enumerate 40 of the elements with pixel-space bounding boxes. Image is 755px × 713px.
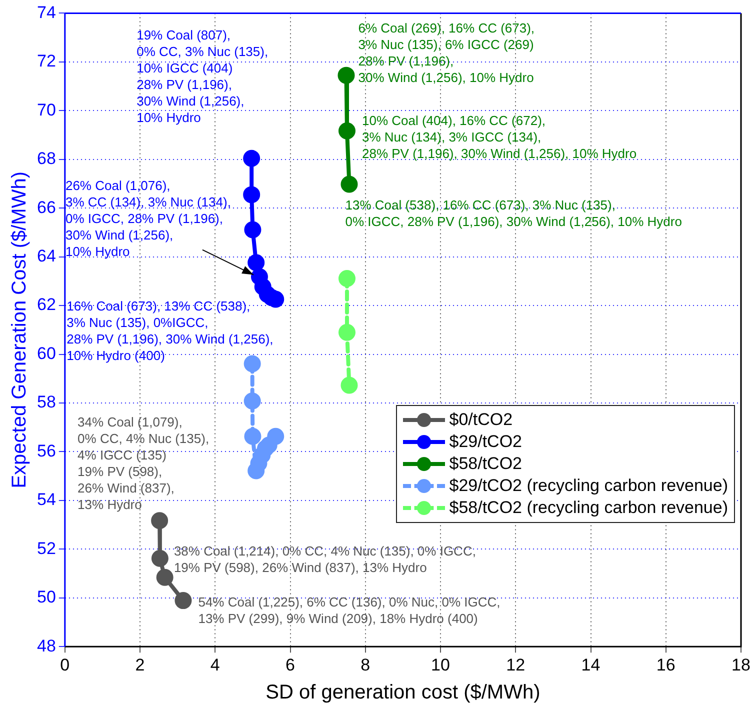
x-tick-label: 8 xyxy=(360,655,370,674)
x-axis-title: SD of generation cost ($/MWh) xyxy=(266,682,540,704)
x-tick-label: 4 xyxy=(210,655,220,674)
annotation: 54% Coal (1,225), 6% CC (136), 0% Nuc, 0% IGCC, 13% PV (299), 9% Wind (209), 18% Hydro (400) xyxy=(198,594,500,626)
y-tick-label: 68 xyxy=(36,149,56,168)
annotation: 38% Coal (1,214), 0% CC, 4% Nuc (135), 0% IGCC, 19% PV (598), 26% Wind (837), 13% Hydro xyxy=(174,543,476,575)
y-tick-label: 72 xyxy=(36,52,56,71)
y-tick-label: 56 xyxy=(36,441,56,460)
y-tick-label: 60 xyxy=(36,344,56,363)
y-tick-label: 48 xyxy=(36,636,56,656)
annotation: 19% Coal (807), 0% CC, 3% Nuc (135), 10% IGCC (404) 28% PV (1,196), 30% Wind (1,256), 10% Hydro xyxy=(136,27,268,125)
x-tick-label: 10 xyxy=(431,655,450,674)
x-tick-label: 2 xyxy=(135,655,145,674)
x-tick-label: 18 xyxy=(732,655,750,674)
y-tick-label: 50 xyxy=(36,588,56,607)
legend-label: $0/tCO2 xyxy=(449,410,513,430)
y-tick-label: 64 xyxy=(36,246,56,266)
legend-label: $29/tCO2 (recycling carbon revenue) xyxy=(449,476,728,496)
legend-label: $58/tCO2 (recycling carbon revenue) xyxy=(449,498,728,518)
legend-label: $58/tCO2 xyxy=(449,454,522,474)
annotation: 16% Coal (673), 13% CC (538), 3% Nuc (135), 0%IGCC, 28% PV (1,196), 30% Wind (1,256), 10% Hydro (400) xyxy=(66,298,274,363)
y-tick-label: 52 xyxy=(36,538,56,558)
y-tick-label: 58 xyxy=(36,392,56,412)
annotation: 34% Coal (1,079), 0% CC, 4% Nuc (135), 4% IGCC (135) 19% PV (598), 26% Wind (837), 13% Hydro xyxy=(78,414,210,512)
x-tick-label: 14 xyxy=(581,655,600,674)
y-tick-label: 62 xyxy=(36,295,56,314)
x-tick-label: 0 xyxy=(60,655,70,674)
legend-label: $29/tCO2 xyxy=(449,432,522,452)
annotation: 26% Coal (1,076), 3% CC (134), 3% Nuc (134), 0% IGCC, 28% PV (1,196), 30% Wind (1,256), 10% Hydro xyxy=(65,178,231,259)
y-tick-label: 70 xyxy=(36,100,56,120)
y-tick-label: 74 xyxy=(36,2,56,22)
annotation: 13% Coal (538), 16% CC (673), 3% Nuc (135), 0% IGCC, 28% PV (1,196), 30% Wind (1,256), 10% Hydro xyxy=(345,197,682,229)
annotation: 10% Coal (404), 16% CC (672), 3% Nuc (134), 3% IGCC (134), 28% PV (1,196), 30% Wind (1,256), 10% Hydro xyxy=(362,112,637,161)
y-tick-label: 54 xyxy=(36,490,56,510)
annotation: 6% Coal (269), 16% CC (673), 3% Nuc (135), 6% IGCC (269) 28% PV (1,196), 30% Wind (1,256), 10% Hydro xyxy=(358,20,535,85)
y-tick-label: 66 xyxy=(36,198,56,217)
x-tick-label: 16 xyxy=(656,655,676,674)
x-tick-label: 12 xyxy=(506,655,526,674)
x-tick-label: 6 xyxy=(286,655,296,674)
y-axis-title: Expected Generation Cost ($/MWh) xyxy=(8,172,31,488)
